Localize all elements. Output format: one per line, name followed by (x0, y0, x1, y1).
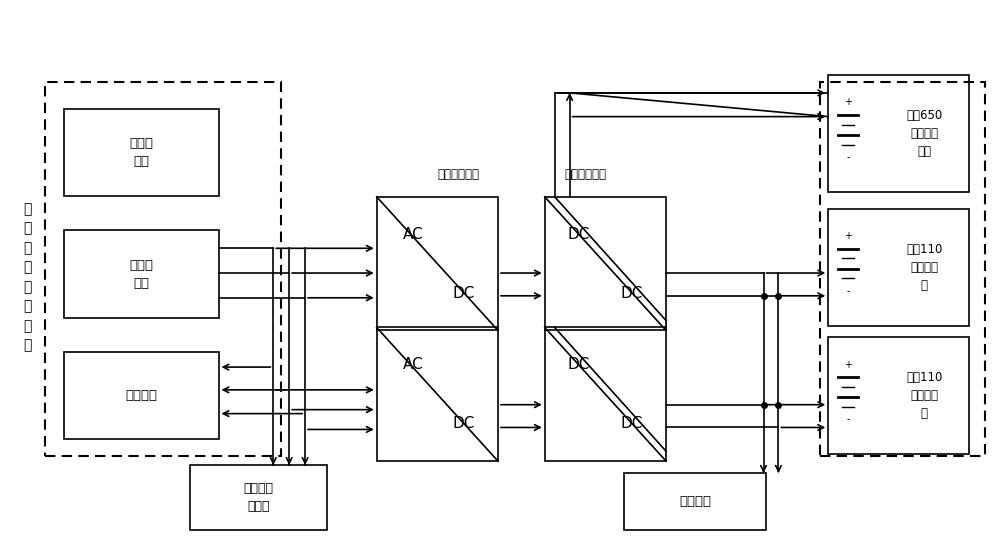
Bar (624, 473, 766, 530)
Text: +: + (844, 97, 852, 107)
Text: DC: DC (453, 416, 475, 431)
Text: -: - (846, 415, 850, 425)
Bar (377, 327, 498, 461)
Bar (828, 75, 969, 192)
Text: -: - (846, 152, 850, 162)
Text: 辅助变
流器: 辅助变 流器 (130, 258, 154, 290)
Bar (64, 231, 219, 317)
Bar (45, 82, 281, 456)
Text: 牵
引
系
统
交
流
负
载: 牵 引 系 统 交 流 负 载 (23, 202, 32, 352)
Text: 直流110
伏蓄电池
组: 直流110 伏蓄电池 组 (906, 371, 942, 420)
Text: 直流650
伏动力电
池组: 直流650 伏动力电 池组 (906, 109, 942, 158)
Text: +: + (844, 359, 852, 369)
Text: +: + (844, 231, 852, 241)
Bar (545, 327, 666, 461)
Text: -: - (846, 286, 850, 296)
Text: 三相全桥电路: 三相全桥电路 (437, 168, 479, 180)
Bar (377, 197, 498, 331)
Text: 直流负载: 直流负载 (679, 495, 711, 508)
Text: 牵引变
流器: 牵引变 流器 (130, 137, 154, 168)
Bar (64, 109, 219, 196)
Bar (545, 197, 666, 331)
Text: DC: DC (621, 416, 643, 431)
Text: AC: AC (403, 227, 423, 242)
Bar (820, 82, 985, 456)
Bar (828, 337, 969, 454)
Text: DC: DC (453, 285, 475, 300)
Bar (828, 208, 969, 326)
Text: 冷却系统: 冷却系统 (126, 389, 158, 402)
Text: 直流110
伏蓄电池
组: 直流110 伏蓄电池 组 (906, 243, 942, 291)
Bar (190, 465, 327, 530)
Text: 空调等交
流负载: 空调等交 流负载 (243, 482, 273, 513)
Text: AC: AC (403, 357, 423, 372)
Text: 移相全桥电路: 移相全桥电路 (565, 168, 607, 180)
Text: DC: DC (568, 357, 590, 372)
Bar (64, 352, 219, 439)
Text: DC: DC (621, 285, 643, 300)
Text: DC: DC (568, 227, 590, 242)
